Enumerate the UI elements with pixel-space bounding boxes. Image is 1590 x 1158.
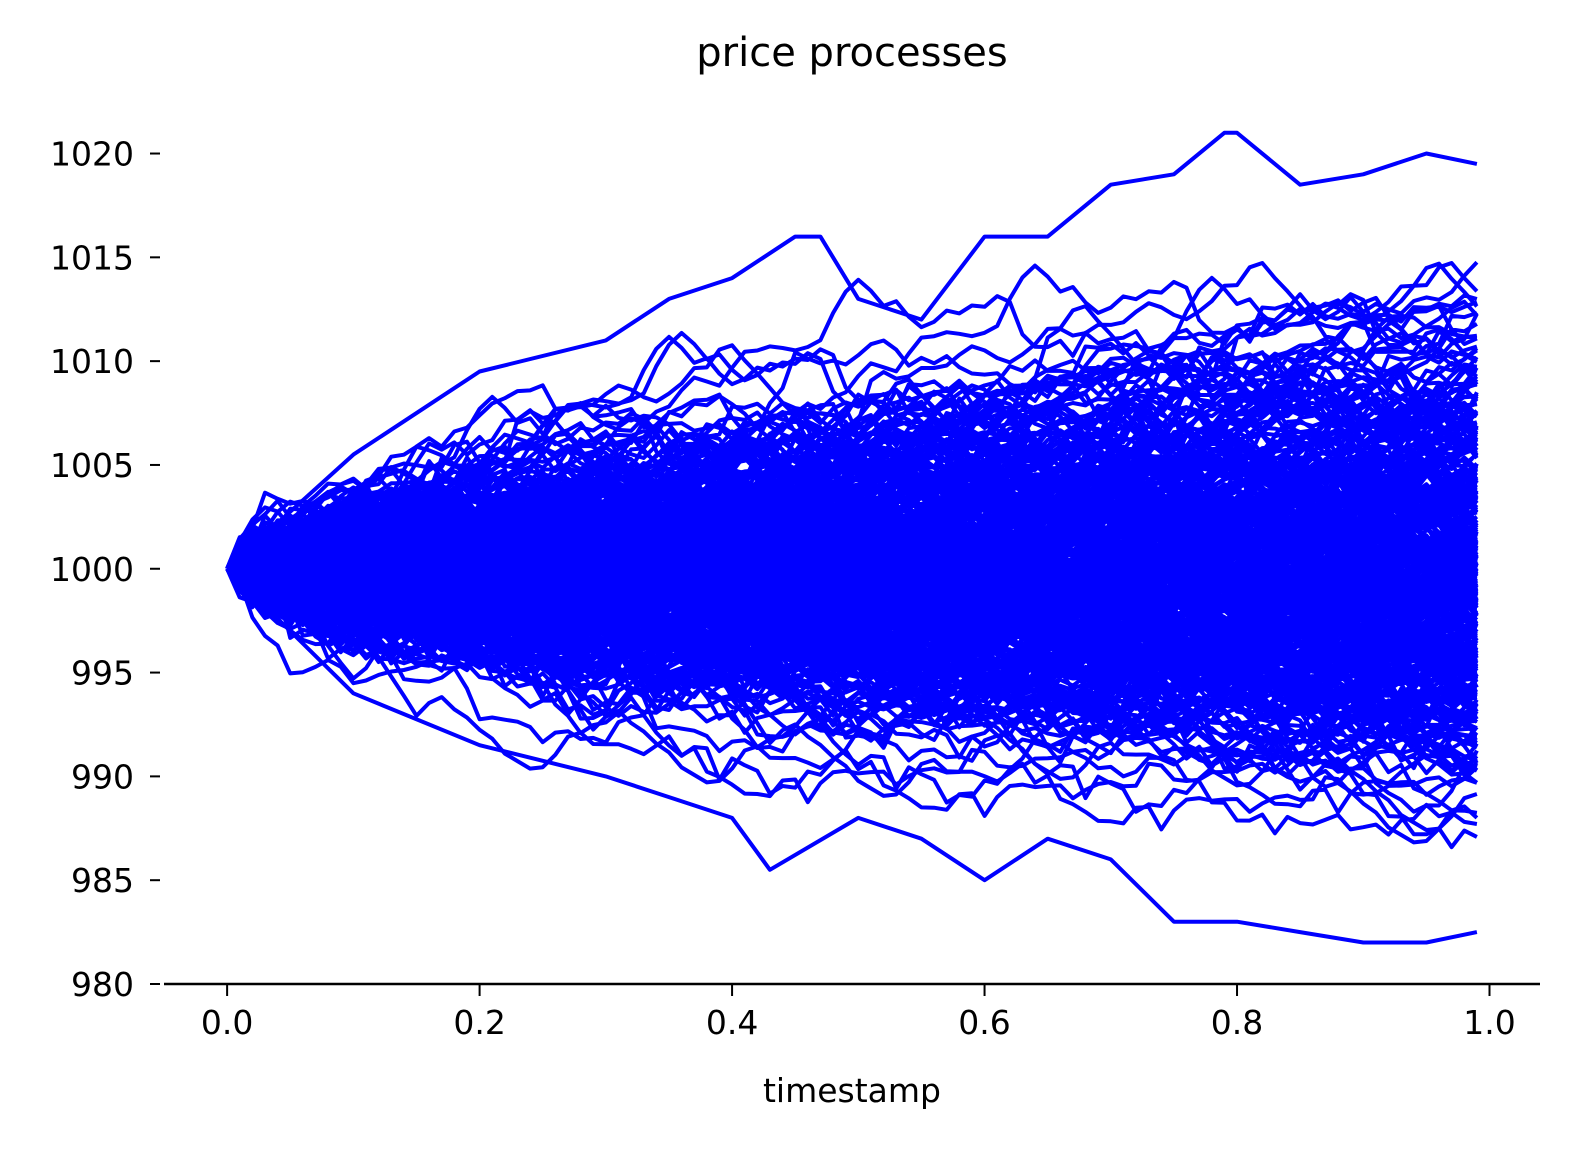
- series-line-387: [225, 558, 1478, 724]
- x-axis-label: timestamp: [763, 1071, 941, 1110]
- series-line-255: [225, 403, 1478, 638]
- x-tick-label: 0.4: [706, 1003, 758, 1042]
- x-tick-label: 0.0: [201, 1003, 253, 1042]
- series-line-390: [226, 521, 1479, 685]
- y-tick-label: 995: [71, 654, 134, 693]
- y-tick-label: 980: [71, 965, 134, 1004]
- series-line-288: [226, 562, 1478, 837]
- series-line-382: [225, 539, 1479, 656]
- y-tick-label: 1015: [50, 238, 134, 277]
- y-tick-label: 1020: [50, 135, 134, 174]
- series-line-394: [225, 567, 1478, 673]
- chart-title: price processes: [696, 30, 1007, 76]
- x-tick-label: 0.6: [958, 1003, 1010, 1042]
- series-line-370: [225, 567, 1478, 700]
- series-line-391: [226, 261, 1479, 598]
- series-line-337: [225, 533, 1478, 721]
- series-line-393: [225, 543, 1478, 832]
- y-tick-label: 1010: [50, 342, 134, 381]
- series-line-358: [226, 366, 1479, 571]
- x-axis: 0.0 0.2 0.4 0.6 0.8 1.0: [164, 982, 1540, 1042]
- x-tick-label: 0.8: [1211, 1003, 1263, 1042]
- series-line-380: [226, 331, 1478, 580]
- y-tick-label: 1000: [50, 550, 134, 589]
- y-tick-label: 1005: [50, 446, 134, 485]
- series-line-401: [225, 567, 1478, 945]
- plot-area: [225, 130, 1479, 945]
- series-line-399: [225, 444, 1478, 570]
- series-line-396: [226, 524, 1478, 726]
- series-line-371: [225, 567, 1479, 779]
- y-tick-label: 990: [71, 757, 134, 796]
- y-axis: 980 985 990 995 1000 1005 1010 1015 1020: [50, 135, 160, 1004]
- series-line-272: [225, 401, 1478, 581]
- x-tick-label: 0.2: [453, 1003, 505, 1042]
- y-tick-label: 985: [71, 861, 134, 900]
- series-line-384: [226, 498, 1478, 642]
- series-line-392: [225, 423, 1479, 661]
- series-line-400: [225, 130, 1478, 571]
- series-line-379: [225, 509, 1479, 636]
- series-line-395: [226, 526, 1478, 670]
- series-line-239: [226, 327, 1478, 577]
- x-tick-label: 1.0: [1463, 1003, 1515, 1042]
